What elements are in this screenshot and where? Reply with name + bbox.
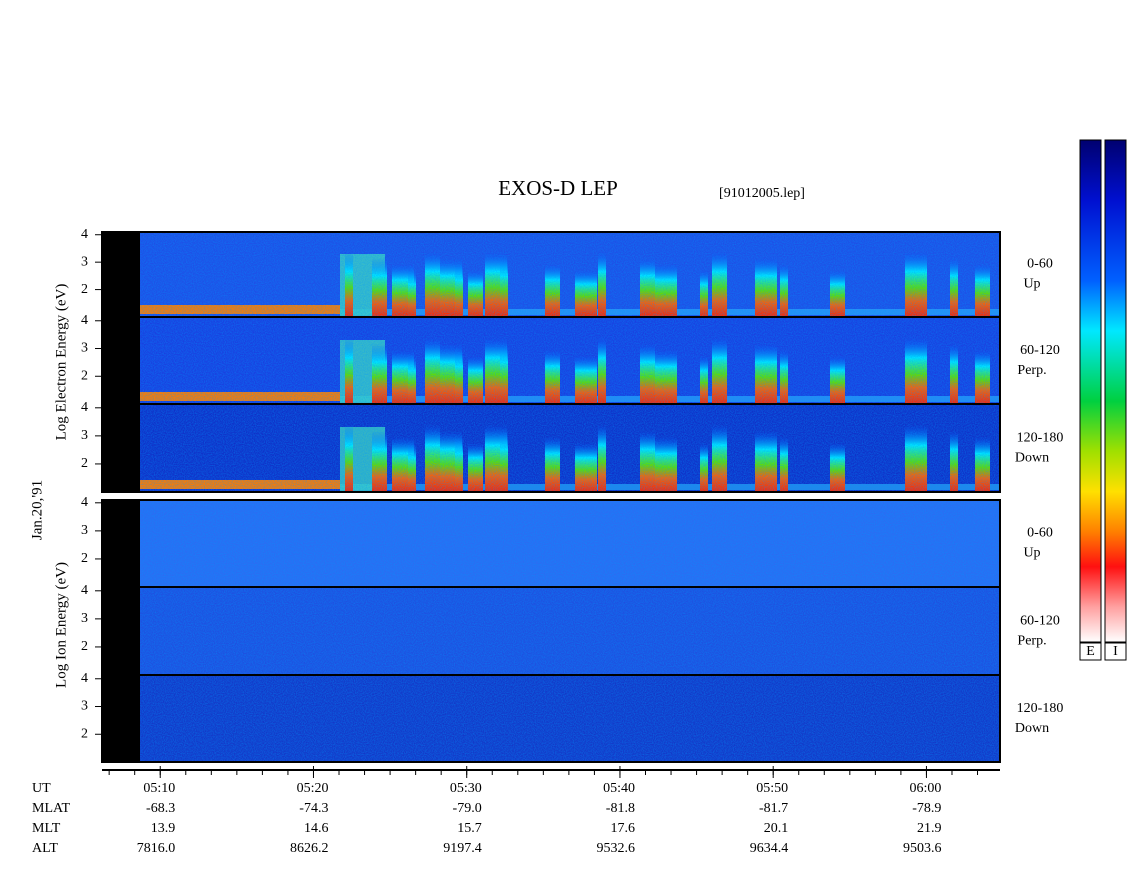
- x-tick-label: 05:40: [603, 781, 635, 796]
- x-tick-label: 05:30: [450, 781, 482, 796]
- angle-label: 120-180: [1017, 431, 1064, 446]
- noise: [140, 232, 1000, 317]
- panel-blank: [102, 676, 140, 762]
- row-label: MLAT: [32, 801, 71, 816]
- orbit-value: 15.7: [457, 821, 482, 836]
- orbit-value: -81.8: [606, 801, 635, 816]
- row-label: MLT: [32, 821, 61, 836]
- direction-label: Perp.: [1017, 363, 1046, 378]
- noise: [140, 500, 1000, 587]
- row-label: ALT: [32, 841, 58, 856]
- noise: [140, 676, 1000, 762]
- orbit-value: 9532.6: [596, 841, 635, 856]
- colorbar-label: E: [1086, 644, 1095, 659]
- y-tick-label: 3: [81, 611, 88, 626]
- x-tick-label: 05:50: [756, 781, 788, 796]
- chart-title: EXOS-D LEP: [498, 176, 618, 200]
- y-tick-label: 4: [81, 495, 88, 510]
- orbit-value: -81.7: [759, 801, 788, 816]
- x-tick-label: 06:00: [910, 781, 942, 796]
- orbit-value: -78.9: [912, 801, 941, 816]
- x-tick-label: 05:10: [143, 781, 175, 796]
- y-tick-label: 4: [81, 313, 88, 328]
- orbit-value: 8626.2: [290, 841, 329, 856]
- panel-blank: [102, 500, 140, 587]
- angle-label: 0-60: [1027, 257, 1053, 272]
- date-label: Jan.20,'91: [29, 480, 45, 540]
- panel-blank: [102, 232, 140, 317]
- colorbar: [1079, 139, 1102, 643]
- x-tick-label: 05:20: [297, 781, 329, 796]
- angle-label: 0-60: [1027, 526, 1053, 541]
- y-tick-label: 2: [81, 282, 88, 297]
- colorbar-label: I: [1113, 644, 1118, 659]
- direction-label: Down: [1015, 451, 1049, 466]
- y-tick-label: 3: [81, 254, 88, 269]
- y-tick-label: 2: [81, 639, 88, 654]
- y-tick-label: 3: [81, 428, 88, 443]
- orbit-value: 9197.4: [443, 841, 482, 856]
- y-tick-label: 2: [81, 456, 88, 471]
- y-tick-label: 3: [81, 523, 88, 538]
- group-frame: [101, 231, 1001, 493]
- y-tick-label: 4: [81, 671, 88, 686]
- y-tick-label: 2: [81, 726, 88, 741]
- orbit-value: -74.3: [299, 801, 328, 816]
- orbit-value: 9503.6: [903, 841, 942, 856]
- y-tick-label: 2: [81, 551, 88, 566]
- angle-label: 120-180: [1017, 701, 1064, 716]
- orbit-value: -79.0: [453, 801, 482, 816]
- y-tick-label: 4: [81, 227, 88, 242]
- row-label: UT: [32, 781, 51, 796]
- panel-blank: [102, 588, 140, 675]
- direction-label: Perp.: [1017, 634, 1046, 649]
- noise: [140, 318, 1000, 404]
- y-axis-label: Log Ion Energy (eV): [53, 562, 69, 688]
- noise: [140, 588, 1000, 675]
- y-axis-label: Log Electron Energy (eV): [53, 284, 69, 441]
- colorbar-label-box: [1104, 642, 1127, 661]
- colorbar: [1104, 139, 1127, 643]
- y-tick-label: 4: [81, 400, 88, 415]
- orbit-value: 13.9: [151, 821, 176, 836]
- orbit-value: 21.9: [917, 821, 942, 836]
- angle-label: 60-120: [1020, 614, 1060, 629]
- panel-blank: [102, 318, 140, 404]
- colorbar-label-box: [1079, 642, 1102, 661]
- orbit-value: 20.1: [764, 821, 789, 836]
- group-frame: [101, 499, 1001, 763]
- y-tick-label: 3: [81, 699, 88, 714]
- y-tick-label: 2: [81, 368, 88, 383]
- direction-label: Down: [1015, 721, 1049, 736]
- orbit-value: 7816.0: [137, 841, 176, 856]
- direction-label: Up: [1023, 277, 1040, 292]
- orbit-value: -68.3: [146, 801, 175, 816]
- y-tick-label: 4: [81, 583, 88, 598]
- angle-label: 60-120: [1020, 343, 1060, 358]
- noise: [140, 405, 1000, 492]
- direction-label: Up: [1023, 546, 1040, 561]
- orbit-value: 14.6: [304, 821, 329, 836]
- y-tick-label: 3: [81, 341, 88, 356]
- orbit-value: 9634.4: [750, 841, 789, 856]
- orbit-value: 17.6: [610, 821, 635, 836]
- panel-blank: [102, 405, 140, 492]
- chart-subtitle: [91012005.lep]: [719, 186, 805, 201]
